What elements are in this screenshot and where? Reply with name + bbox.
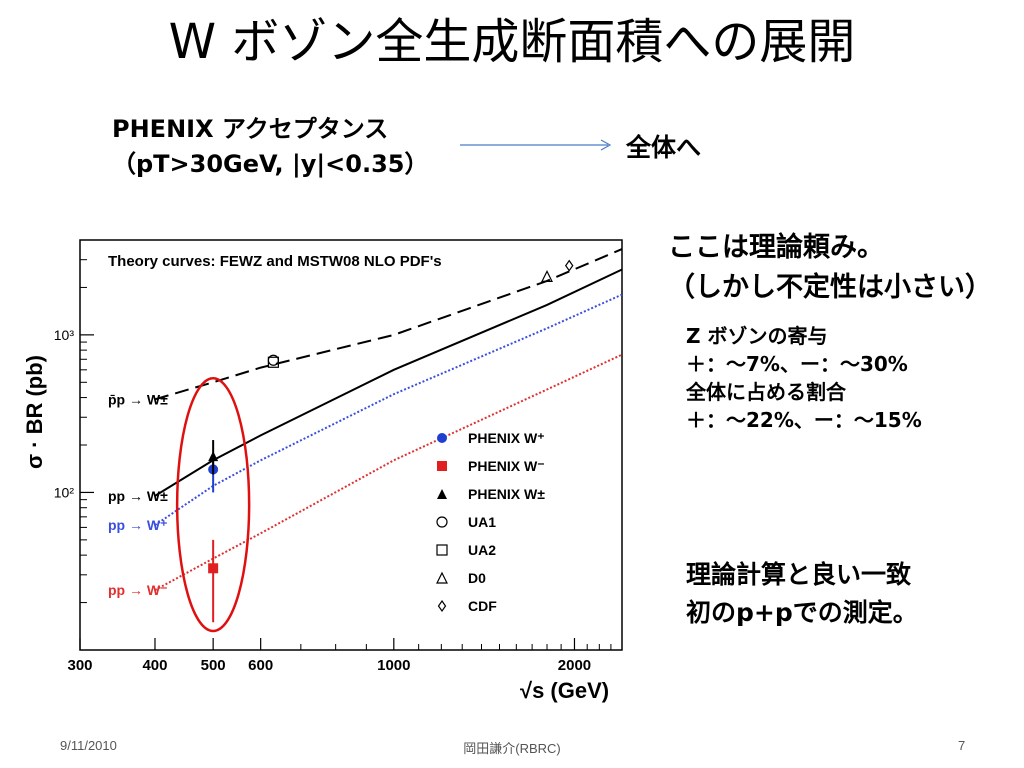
theory-line-1: ここは理論頼み。 [668,232,884,263]
data-point [208,451,219,462]
legend-entry: D0 [468,570,486,586]
data-point [437,599,447,613]
data-point [436,571,448,584]
z-title: Z ボゾンの寄与 [686,324,828,348]
agreement-note: 理論計算と良い一致 初のp+pでの測定。 [686,556,918,632]
acceptance-line-1: PHENIX アクセプタンス [112,115,389,143]
acceptance-line-2: （pT>30GeV, |y|<0.35） [112,150,429,178]
z-line-3: ＋：～22%、ー：～15% [686,408,922,432]
footer-date: 9/11/2010 [60,738,117,753]
data-point [437,461,447,471]
theory-curve [154,268,623,497]
z-line-1: ＋：～7%、ー：～30% [686,352,908,376]
legend-entry: UA1 [468,514,496,530]
data-point [437,489,447,499]
legend-entry: CDF [468,598,497,614]
right-arrow-icon [460,139,612,151]
theory-curve [154,293,623,526]
data-point [208,563,219,574]
legend-entry: UA2 [468,542,496,558]
x-tick-label: 2000 [558,657,591,674]
data-point [564,259,574,272]
curve-label: p̄p → W± [108,391,168,407]
x-tick-label: 600 [248,657,273,674]
data-point [436,516,448,528]
curve-label: pp → W± [108,488,168,504]
curve-label: pp → W⁻ [108,582,168,598]
data-point [541,270,553,282]
y-axis-label: σ · BR (pb) [22,355,47,469]
data-point [436,544,448,556]
chart-title: Theory curves: FEWZ and MSTW08 NLO PDF's [108,253,442,270]
legend-entry: PHENIX W⁻ [468,458,545,474]
data-point [437,433,447,443]
footer-author: 岡田謙介(RBRC) [463,741,561,756]
theory-line-2: （しかし不定性は小さい） [668,272,992,303]
footer-page: 7 [958,738,966,753]
highlight-ellipse [175,377,251,633]
y-tick-label: 10³ [54,327,75,343]
x-tick-label: 400 [142,657,167,674]
x-tick-label: 1000 [377,657,410,674]
cross-section-chart: Theory curves: FEWZ and MSTW08 NLO PDF's… [22,239,623,703]
legend-entry: PHENIX W⁺ [468,430,545,446]
theory-note: ここは理論頼み。 （しかし不定性は小さい） [668,228,992,308]
theory-curve [154,248,623,401]
acceptance-note: PHENIX アクセプタンス （pT>30GeV, |y|<0.35） [112,112,429,182]
x-tick-label: 300 [67,657,92,674]
y-tick-label: 10² [54,484,75,500]
z-line-2: 全体に占める割合 [686,380,846,404]
legend-entry: PHENIX W± [468,486,545,502]
agree-line-1: 理論計算と良い一致 [686,560,912,589]
slide-title: W ボゾン全生成断面積への展開 [168,14,856,70]
curve-label: pp → W⁺ [108,517,168,533]
data-point [267,356,279,368]
x-axis-label: √s (GeV) [520,678,609,703]
z-boson-note: Z ボゾンの寄与 ＋：～7%、ー：～30% 全体に占める割合 ＋：～22%、ー：… [686,322,922,434]
x-tick-label: 500 [201,657,226,674]
arrow-target-label: 全体へ [626,133,702,162]
agree-line-2: 初のp+pでの測定。 [686,598,918,627]
